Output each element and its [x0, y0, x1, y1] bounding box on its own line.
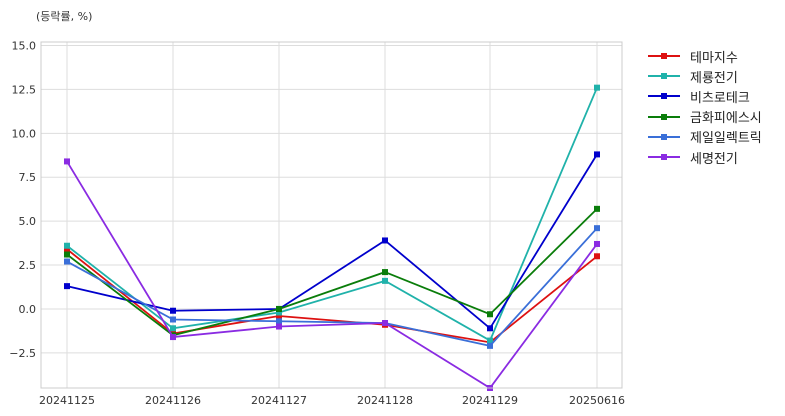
data-point	[64, 283, 70, 290]
legend-label: 금화피에스시	[690, 111, 762, 127]
x-tick-label: 20241125	[39, 394, 95, 407]
x-tick-label: 20241127	[251, 394, 307, 407]
series-line	[66, 153, 598, 330]
data-point	[487, 311, 493, 318]
legend-swatch	[646, 111, 682, 123]
series-line	[66, 248, 598, 344]
legend-swatch	[646, 90, 682, 102]
series-line	[66, 87, 598, 342]
data-point	[382, 277, 388, 284]
data-point	[64, 246, 70, 253]
data-point	[276, 309, 282, 316]
legend-item: 제룡전기	[646, 66, 762, 86]
data-point	[487, 325, 493, 332]
y-tick-label: 2.5	[19, 259, 37, 272]
data-point	[170, 325, 176, 332]
series-line	[66, 160, 598, 390]
y-axis-unit-label: (등락률, %)	[36, 10, 93, 23]
data-point	[487, 342, 493, 349]
x-tick-label: 20241126	[145, 394, 201, 407]
legend-swatch	[646, 50, 682, 62]
legend-label: 제룡전기	[690, 70, 738, 86]
legend-item: 금화피에스시	[646, 107, 762, 127]
y-tick-label: 0.0	[19, 303, 37, 316]
series-line	[66, 227, 598, 347]
data-point	[64, 258, 70, 265]
legend-label: 테마지수	[690, 50, 738, 66]
plot-frame	[40, 41, 623, 389]
series-line	[66, 208, 598, 337]
data-point	[382, 237, 388, 244]
legend-swatch	[646, 151, 682, 163]
y-tick-label: 12.5	[12, 83, 37, 96]
data-point	[594, 240, 600, 247]
legend-item: 제일일렉트릭	[646, 127, 762, 147]
x-tick-label: 20241129	[462, 394, 518, 407]
legend-item: 테마지수	[646, 46, 762, 66]
legend-label: 세명전기	[690, 151, 738, 167]
y-tick-label: 5.0	[19, 215, 37, 228]
data-point	[382, 269, 388, 276]
data-point	[594, 225, 600, 232]
data-point	[382, 320, 388, 327]
grid-lines	[41, 42, 622, 388]
data-point	[594, 151, 600, 158]
data-point	[276, 305, 282, 312]
x-tick-label: 20241128	[357, 394, 413, 407]
legend-swatch	[646, 70, 682, 82]
data-point	[276, 323, 282, 330]
legend-item: 세명전기	[646, 147, 762, 167]
data-point	[170, 316, 176, 323]
y-tick-label: 10.0	[12, 127, 37, 140]
axis-ticks: −2.5 0.0 2.5 5.0 7.5 10.0 12.5 15.0 20241125 2024…	[9, 40, 625, 407]
y-tick-label: 15.0	[12, 40, 37, 53]
data-point	[594, 253, 600, 260]
legend-label: 제일일렉트릭	[690, 131, 762, 147]
y-tick-label: −2.5	[9, 347, 36, 360]
series-4	[64, 225, 600, 349]
y-tick-label: 7.5	[19, 171, 37, 184]
data-point	[276, 312, 282, 319]
x-tick-label: 20250616	[569, 394, 625, 407]
data-point	[594, 205, 600, 212]
data-point	[170, 334, 176, 341]
legend-label: 비츠로테크	[690, 90, 750, 106]
data-point	[64, 242, 70, 249]
data-point	[64, 251, 70, 258]
series-lines	[64, 84, 600, 391]
data-point	[170, 307, 176, 314]
legend-swatch	[646, 131, 682, 143]
data-point	[64, 158, 70, 165]
data-point	[487, 337, 493, 344]
data-point	[276, 318, 282, 325]
data-point	[594, 84, 600, 91]
legend-item: 비츠로테크	[646, 86, 762, 106]
